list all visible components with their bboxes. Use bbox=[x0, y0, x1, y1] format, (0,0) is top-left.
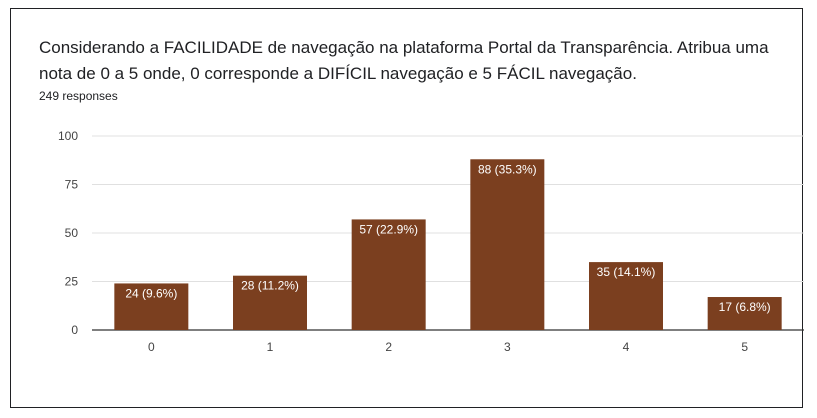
y-tick-label: 25 bbox=[65, 275, 79, 289]
chart-card: Considerando a FACILIDADE de navegação n… bbox=[10, 8, 804, 408]
bar-5 bbox=[707, 297, 782, 330]
bars: 24 (9.6%) 28 (11.2%) 57 (22.9%) 88 (35.3%) 3… bbox=[114, 159, 782, 330]
data-label: 35 (14.1%) bbox=[597, 265, 656, 279]
bar-0 bbox=[114, 283, 189, 330]
y-tick-label: 75 bbox=[65, 178, 79, 192]
y-tick-label: 0 bbox=[71, 323, 78, 337]
bar-3 bbox=[470, 159, 545, 330]
grid-layer bbox=[92, 135, 804, 331]
y-tick-labels: 0 25 50 75 100 bbox=[58, 129, 78, 337]
data-label: 28 (11.2%) bbox=[241, 279, 299, 293]
x-tick-label: 1 bbox=[267, 340, 274, 354]
bar-4 bbox=[589, 262, 663, 330]
data-label: 17 (6.8%) bbox=[719, 300, 771, 314]
bar-1 bbox=[233, 275, 307, 330]
x-tick-labels: 0 1 2 3 4 5 bbox=[148, 340, 748, 354]
data-label: 88 (35.3%) bbox=[478, 162, 537, 176]
x-tick-label: 0 bbox=[148, 340, 155, 354]
bar-2 bbox=[351, 219, 426, 330]
responses-count: 249 responses bbox=[39, 89, 118, 103]
data-label: 24 (9.6%) bbox=[125, 286, 177, 300]
x-tick-label: 5 bbox=[741, 340, 748, 354]
data-label: 57 (22.9%) bbox=[359, 222, 418, 236]
x-tick-label: 2 bbox=[385, 340, 392, 354]
y-tick-label: 50 bbox=[65, 226, 79, 240]
x-tick-label: 3 bbox=[504, 340, 511, 354]
y-tick-label: 100 bbox=[58, 129, 78, 143]
x-tick-label: 4 bbox=[623, 340, 630, 354]
question-title: Considerando a FACILIDADE de navegação n… bbox=[39, 38, 769, 83]
